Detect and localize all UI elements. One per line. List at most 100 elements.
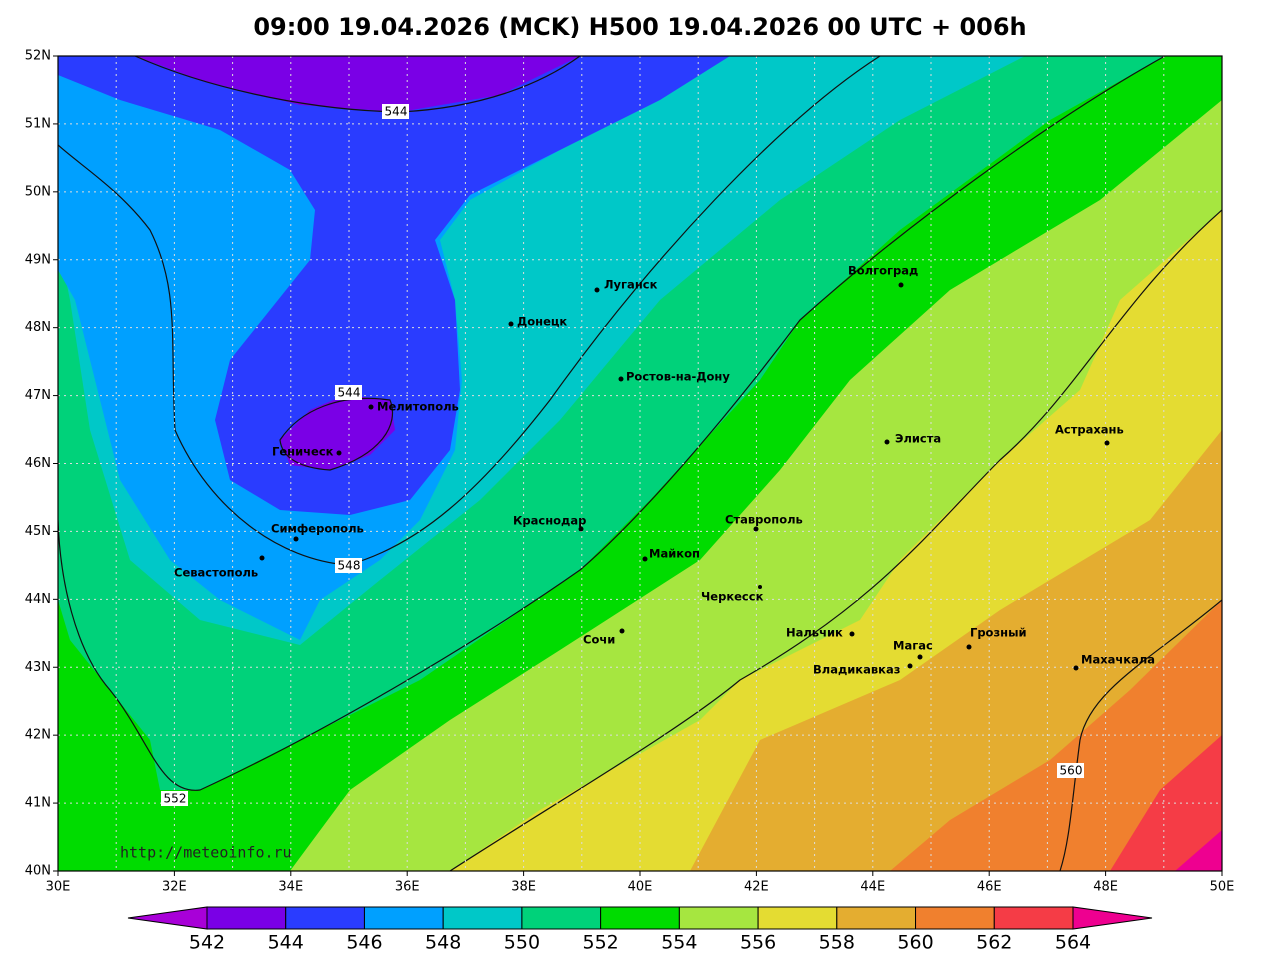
city-dot [336,450,342,456]
city-dot [884,439,890,445]
lon-label: 50E [1210,880,1235,895]
lon-label: 36E [395,880,420,895]
city-dot [907,663,913,669]
lon-label: 34E [278,880,303,895]
contour-label: 544 [385,105,408,119]
lat-label: 49N [25,252,51,267]
contour-label: 548 [338,559,361,573]
band [58,56,730,515]
city-label: Севастополь [174,566,258,580]
city-label: Мелитополь [377,400,459,414]
city-label: Волгоград [848,264,918,278]
colorbar-segment [836,906,917,930]
colorbar-label: 544 [268,932,304,954]
city-label: Краснодар [513,514,586,528]
lon-label: 32E [162,880,187,895]
city-dot [259,555,265,561]
contour-line [58,56,881,566]
label-box [335,385,362,400]
city-dot [578,526,584,532]
city-dot [898,282,904,288]
contour-labels: 544 544 548 552 560 [161,104,1084,806]
lat-label: 41N [25,796,51,811]
contour-line [1059,599,1222,871]
city-dot [618,376,624,382]
colorbar-segment [678,906,759,930]
colorbar-label: 548 [425,932,461,954]
lon-label: 38E [511,880,536,895]
lon-label: 40E [628,880,653,895]
city-label: Геническ [272,445,334,459]
colorbar-extend [1072,906,1153,930]
colorbar-label: 542 [189,932,225,954]
city-label: Ростов-на-Дону [626,370,730,384]
lat-label: 45N [25,524,51,539]
lon-label: 48E [1093,880,1118,895]
contour-line [58,56,1166,791]
colorbar: 542 544 546 548 550 552 554 556 558 560 562 564 [127,906,1153,954]
lat-label: 43N [25,660,51,675]
colorbar-label: 560 [897,932,933,954]
colorbar-segment [285,906,365,930]
colorbar-segment [206,906,287,930]
colorbar-segment [757,906,838,930]
city-dot [368,404,374,410]
city-label: Черкесск [701,590,764,604]
colorbar-label: 558 [819,932,855,954]
lon-label: 42E [744,880,769,895]
city-dot [293,536,299,542]
lon-label: 44E [860,880,885,895]
colorbar-label: 556 [740,932,776,954]
city-dot [1073,665,1079,671]
lat-label: 44N [25,592,51,607]
contour-label: 552 [164,792,187,806]
city-label: Махачкала [1081,653,1155,667]
colorbar-segment [600,906,680,930]
city-label: Нальчик [786,626,843,640]
city-dot [917,654,923,660]
contour-label: 560 [1060,764,1083,778]
title: 09:00 19.04.2026 (MCK) H500 19.04.2026 0… [253,13,1026,41]
lat-label: 48N [25,320,51,335]
colorbar-label: 562 [976,932,1012,954]
label-box [161,791,188,806]
field [58,56,1222,871]
city-dot [758,585,762,589]
city-dot [1104,440,1110,446]
colorbar-segment [363,906,444,930]
colorbar-segment [442,906,523,930]
label-box [335,558,362,573]
colorbar-label: 564 [1055,932,1091,954]
colorbar-label: 552 [583,932,619,954]
colorbar-segment [993,906,1074,930]
colorbar-label: 554 [661,932,697,954]
lon-label: 46E [977,880,1002,895]
city-label: Владикавказ [813,663,900,677]
cities: Луганск Донецк Ростов-на-Дону Мелитополь… [174,264,1155,677]
lat-label: 51N [25,116,51,131]
contours [58,56,1222,871]
colorbar-extend [127,906,208,930]
city-dot [642,556,648,562]
city-dot [594,287,600,293]
contour-label: 544 [338,386,361,400]
label-box [1057,763,1084,778]
city-label: Майкоп [649,547,700,561]
city-label: Симферополь [271,522,364,536]
city-label: Элиста [895,432,941,446]
axes: 52N51N50N49N48N47N46N45N44N43N42N41N40N3… [25,49,1235,895]
city-label: Ставрополь [725,513,803,527]
colorbar-label: 546 [346,932,382,954]
grid [58,56,1222,871]
colorbar-segment [915,906,995,930]
city-dot [966,644,972,650]
city-dot [619,628,625,634]
city-label: Сочи [583,633,615,647]
city-label: Магас [893,639,933,653]
lat-label: 47N [25,388,51,403]
city-dot [508,321,514,327]
band [135,56,580,112]
lat-label: 50N [25,184,51,199]
city-dot [753,526,759,532]
city-label: Луганск [604,278,658,292]
